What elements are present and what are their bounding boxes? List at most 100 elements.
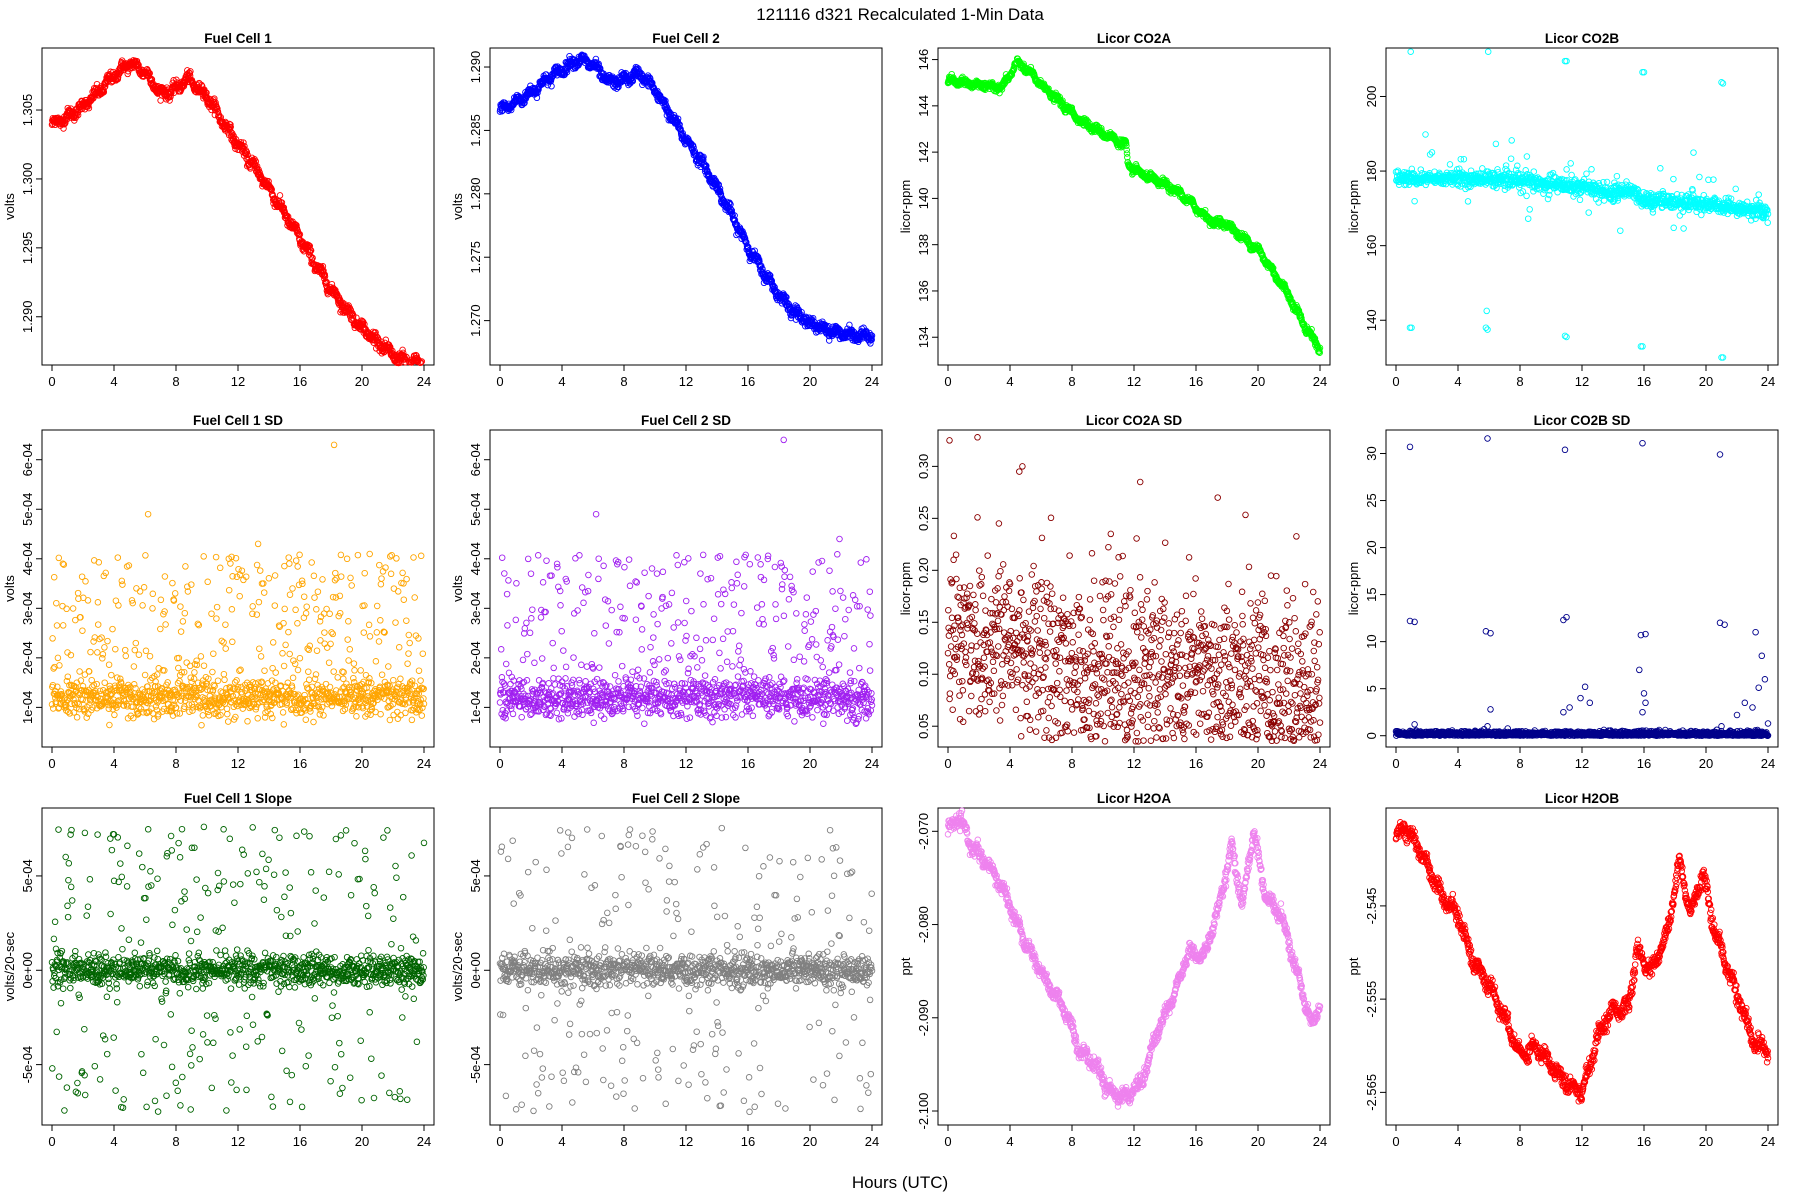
y-tick-label: 134 <box>916 326 931 348</box>
y-tick-label: 1.290 <box>20 300 35 333</box>
data-point <box>1624 179 1630 185</box>
x-tick-label: 20 <box>1699 374 1713 389</box>
data-point <box>1484 308 1490 314</box>
x-tick-label: 16 <box>293 756 307 771</box>
data-point <box>277 193 283 199</box>
data-point <box>1577 197 1583 203</box>
data-point <box>1447 162 1453 168</box>
data-points <box>945 56 1323 356</box>
data-point <box>1418 167 1424 173</box>
data-point <box>1524 193 1530 199</box>
y-tick-label: 4e-04 <box>20 542 35 575</box>
panel-2: Fuel Cell 20 4 8 12 16 20 241.2701.2751.2801.2… <box>450 31 882 389</box>
panel-title: Fuel Cell 1 SD <box>193 413 283 428</box>
y-tick-label: 1.290 <box>468 51 483 84</box>
data-point <box>1564 334 1570 340</box>
data-point <box>1412 198 1418 204</box>
data-point <box>1677 213 1683 219</box>
data-point <box>1584 171 1590 177</box>
y-tick-label: 146 <box>916 49 931 71</box>
x-tick-label: 24 <box>1313 374 1327 389</box>
panel-grid: Fuel Cell 10 4 8 12 16 20 241.2901.2951.3001.3… <box>2 31 1778 1149</box>
data-points <box>49 58 424 366</box>
data-point <box>1618 228 1624 234</box>
data-point <box>1465 199 1471 205</box>
x-tick-label: 20 <box>355 374 369 389</box>
x-tick-label: 4 <box>1454 374 1461 389</box>
data-point <box>1485 49 1491 55</box>
y-tick-label: 1.295 <box>20 232 35 265</box>
y-tick-label: 200 <box>1364 86 1379 108</box>
data-point <box>1493 141 1499 147</box>
y-axis-label: volts <box>2 193 17 220</box>
data-point <box>1604 179 1610 185</box>
data-points <box>49 442 427 728</box>
x-tick-label: 24 <box>417 374 431 389</box>
y-tick-label: 1.300 <box>20 163 35 196</box>
data-point <box>1524 154 1530 160</box>
data-point <box>64 606 70 612</box>
data-point <box>1756 192 1762 198</box>
x-tick-label: 4 <box>110 374 117 389</box>
x-tick-label: 0 <box>48 374 55 389</box>
y-tick-label: 140 <box>916 188 931 210</box>
x-tick-label: 16 <box>1189 374 1203 389</box>
figure-x-axis-label: Hours (UTC) <box>852 1173 948 1192</box>
x-tick-label: 16 <box>293 374 307 389</box>
data-point <box>1671 225 1677 231</box>
data-point <box>56 555 62 561</box>
x-tick-label: 0 <box>1392 374 1399 389</box>
y-tick-label: 1.285 <box>468 114 483 147</box>
y-tick-label: 136 <box>916 280 931 302</box>
x-tick-label: 8 <box>172 756 179 771</box>
data-point <box>50 636 56 642</box>
data-point <box>60 603 66 609</box>
y-tick-label: 6e-04 <box>20 443 35 476</box>
data-point <box>1681 226 1687 232</box>
x-tick-label: 20 <box>803 374 817 389</box>
x-tick-label: 0 <box>48 756 55 771</box>
data-point <box>1658 166 1664 172</box>
x-tick-label: 20 <box>1251 374 1265 389</box>
y-axis-label: volts <box>450 193 465 220</box>
plot-frame <box>938 48 1330 365</box>
x-tick-label: 12 <box>1575 374 1589 389</box>
y-tick-label: 138 <box>916 234 931 256</box>
x-tick-label: 8 <box>172 374 179 389</box>
data-points <box>1393 49 1771 360</box>
x-tick-label: 12 <box>231 756 245 771</box>
data-point <box>57 663 63 669</box>
x-tick-label: 24 <box>1761 374 1775 389</box>
data-point <box>51 574 57 580</box>
x-tick-label: 8 <box>1516 374 1523 389</box>
y-tick-label: 5e-04 <box>20 493 35 526</box>
data-point <box>1564 167 1570 173</box>
y-tick-label: 180 <box>1364 160 1379 182</box>
data-point <box>1568 161 1574 167</box>
y-tick-label: 1e-04 <box>20 691 35 724</box>
x-tick-label: 24 <box>865 374 879 389</box>
x-tick-label: 8 <box>620 374 627 389</box>
y-tick-label: 140 <box>1364 309 1379 331</box>
y-tick-label: 160 <box>1364 235 1379 257</box>
y-tick-label: 1.275 <box>468 241 483 274</box>
y-tick-label: 142 <box>916 141 931 163</box>
data-point <box>1733 186 1739 192</box>
data-point <box>1701 192 1707 198</box>
data-point <box>54 623 60 629</box>
x-tick-label: 4 <box>558 374 565 389</box>
data-point <box>1509 138 1515 144</box>
x-tick-label: 4 <box>110 756 117 771</box>
x-tick-label: 0 <box>496 374 503 389</box>
x-tick-label: 8 <box>1068 374 1075 389</box>
data-point <box>1527 207 1533 213</box>
x-tick-label: 0 <box>944 374 951 389</box>
y-axis-label: licor-ppm <box>1346 180 1361 233</box>
data-point <box>55 655 61 661</box>
x-tick-label: 12 <box>679 374 693 389</box>
x-tick-label: 4 <box>1006 374 1013 389</box>
data-point <box>1503 163 1509 169</box>
y-tick-label: 1.305 <box>20 94 35 127</box>
data-point <box>1508 156 1514 162</box>
